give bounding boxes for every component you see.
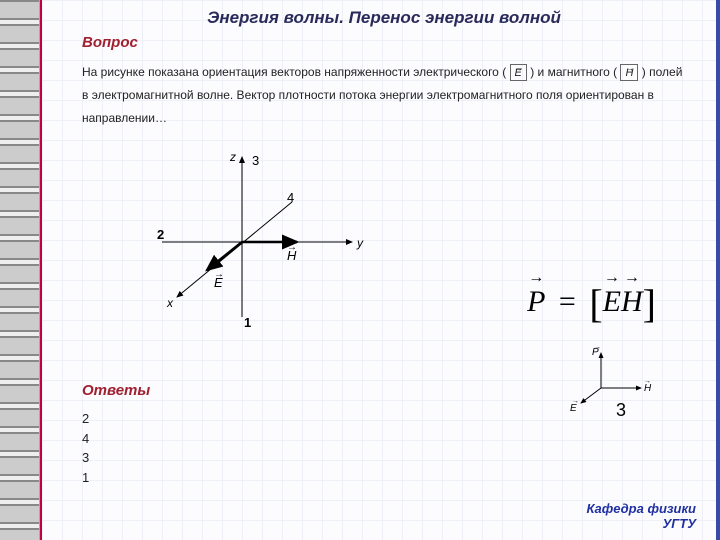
svg-text:→: →: [594, 344, 601, 351]
answer-option: 1: [82, 468, 686, 488]
page-content: Энергия волны. Перенос энергии волной Во…: [40, 0, 720, 540]
axis-z-label: z: [229, 150, 236, 164]
vector-E-symbol: →E: [510, 64, 527, 81]
axis-y-label: y: [356, 236, 364, 250]
answer-option: 3: [82, 448, 686, 468]
question-text: На рисунке показана ориентация векторов …: [82, 61, 686, 129]
footer: Кафедра физики УГТУ: [587, 501, 696, 532]
vector-H-symbol: →H: [620, 64, 638, 81]
dir-3: 3: [252, 153, 259, 168]
dir-2: 2: [157, 227, 164, 242]
svg-text:→: →: [287, 242, 297, 253]
dir-1: 1: [244, 315, 251, 330]
question-part1: На рисунке показана ориентация векторов …: [82, 65, 506, 79]
poynting-formula: P = [EH]: [527, 280, 656, 327]
footer-line2: УГТУ: [587, 516, 696, 532]
page-title: Энергия волны. Перенос энергии волной: [82, 8, 686, 28]
answer-option: 4: [82, 429, 686, 449]
svg-text:→: →: [644, 378, 651, 385]
formula-block: P = [EH] P → H → E →: [527, 280, 656, 418]
question-part2: ) и магнитного (: [530, 65, 617, 79]
svg-text:→: →: [214, 269, 224, 280]
answers-list: 2 4 3 1: [82, 409, 686, 487]
question-heading: Вопрос: [82, 34, 686, 51]
shown-answer: 3: [616, 400, 626, 421]
dir-4: 4: [287, 190, 294, 205]
axis-x-label: x: [166, 296, 174, 310]
mini-axes-diagram: P → H → E →: [566, 343, 656, 418]
spiral-binding: [0, 0, 40, 540]
footer-line1: Кафедра физики: [587, 501, 696, 517]
svg-text:→: →: [572, 398, 579, 405]
